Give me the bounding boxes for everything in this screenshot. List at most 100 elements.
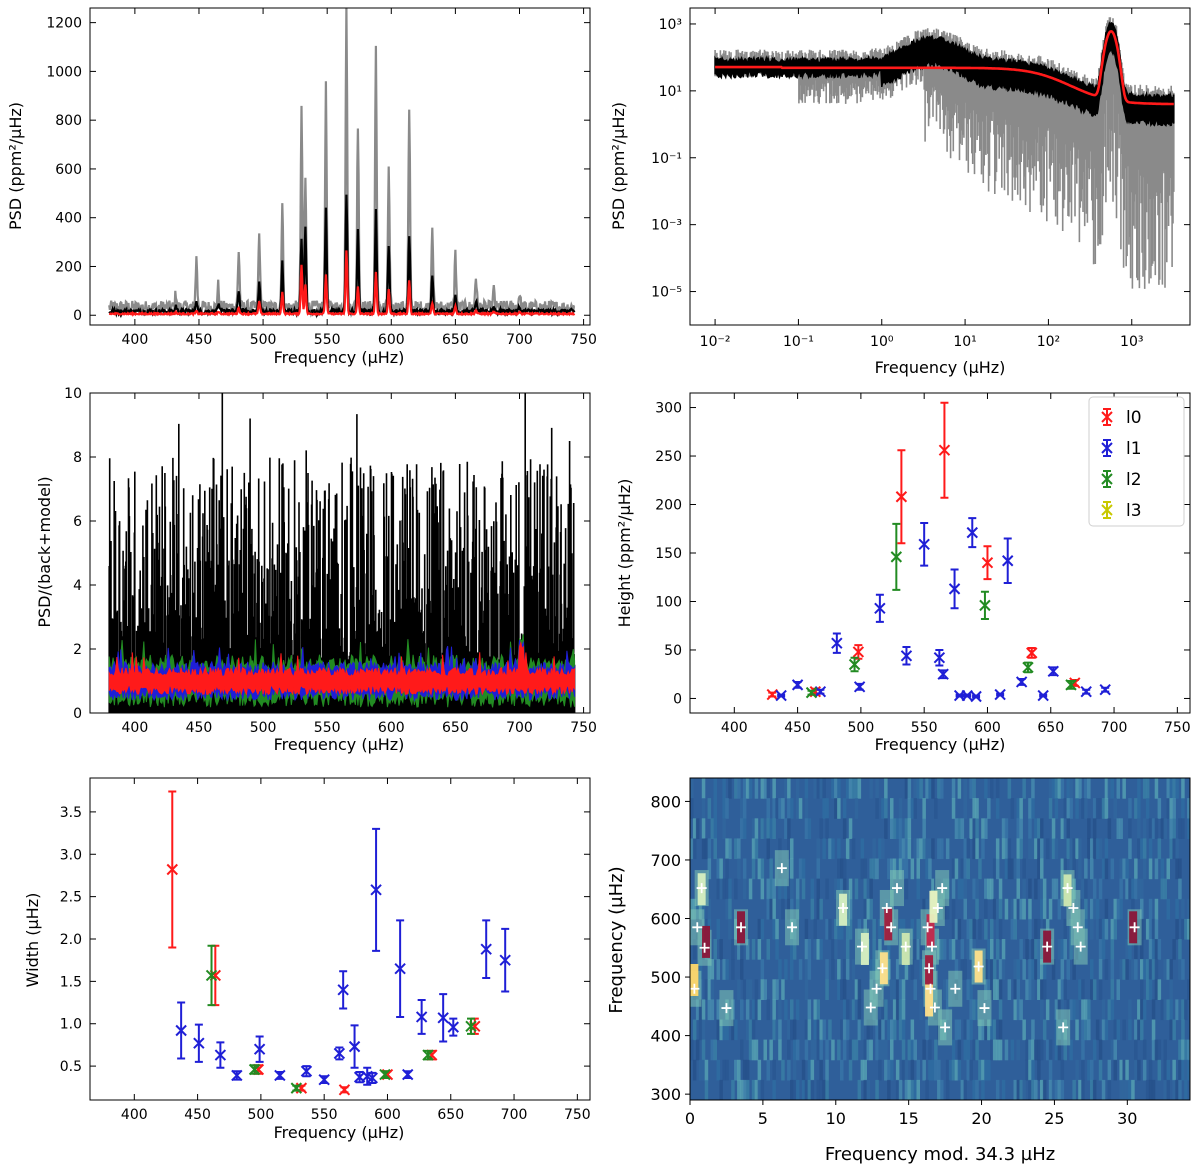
p6-cell — [1122, 858, 1126, 880]
p6-cell — [766, 878, 770, 900]
p6-cell — [1154, 1039, 1159, 1061]
p6-cell — [1092, 878, 1097, 900]
p6-cell — [1116, 1019, 1120, 1041]
p4-legend-frame — [1088, 396, 1185, 527]
p6-cell — [819, 778, 823, 799]
p6-cell — [798, 798, 803, 819]
p6-cell — [1001, 939, 1006, 960]
p6-cell — [692, 838, 697, 860]
p6-cell — [1057, 1039, 1062, 1061]
p6-cell — [1187, 1039, 1190, 1061]
p5-ytick-label: 3.5 — [60, 805, 82, 821]
p6-cell — [1028, 979, 1032, 1000]
p6-cell — [1178, 1039, 1182, 1061]
p6-cell — [1098, 1059, 1103, 1081]
p6-cell — [869, 1039, 873, 1061]
p6-cell — [1037, 818, 1041, 839]
p6-cell — [1075, 838, 1079, 860]
p6-cell — [1175, 918, 1179, 940]
p6-cell — [822, 1079, 826, 1100]
p6-cell — [1172, 939, 1176, 960]
p6-plot-area — [690, 778, 1190, 1100]
p6-cell — [1048, 1079, 1053, 1100]
p2-ylabel: PSD (ppm²/µHz) — [609, 102, 628, 230]
p6-cell — [1104, 918, 1109, 940]
p6-cell — [734, 778, 738, 799]
p6-cell — [837, 798, 841, 819]
p6-hotspot-7 — [884, 908, 893, 941]
p4-l1-point-10 — [948, 583, 961, 595]
p6-cell — [887, 939, 891, 960]
p6-cell — [1181, 999, 1185, 1021]
p6-cell — [819, 1059, 823, 1081]
p6-cell — [931, 1059, 935, 1081]
p6-cell — [701, 778, 706, 799]
p6-cell — [1037, 1059, 1041, 1081]
p6-cell — [1095, 898, 1100, 920]
p6-cell — [1142, 858, 1147, 880]
p6-cell — [1122, 1019, 1126, 1041]
p6-cell — [1028, 898, 1032, 920]
p6-cell — [748, 1039, 753, 1061]
p6-cell — [913, 1039, 917, 1061]
p6-cell — [984, 1059, 988, 1081]
p6-cell — [1072, 838, 1076, 860]
p6-cell — [719, 939, 723, 960]
p1-xtick-label: 400 — [122, 332, 149, 348]
p6-cell — [822, 1019, 826, 1041]
p6-cell — [1148, 939, 1153, 960]
p6-cell — [790, 939, 794, 960]
p6-cell — [890, 798, 894, 819]
p5-xtick-label: 750 — [564, 1107, 591, 1123]
p6-cell — [1016, 878, 1020, 900]
p6-mode-marker-13 — [881, 902, 892, 913]
p6-cell — [951, 939, 956, 960]
p6-cell — [981, 1079, 985, 1100]
p6-cell — [1163, 959, 1167, 980]
p6-cell — [760, 959, 765, 980]
p6-cell — [690, 898, 694, 920]
p6-cell — [1081, 798, 1085, 819]
p6-cell — [951, 878, 956, 900]
p6-cell — [1134, 878, 1138, 900]
p6-cell — [1037, 979, 1041, 1000]
p6-cell — [845, 918, 850, 940]
p6-cell — [940, 939, 944, 960]
p5-l1-point-4 — [253, 1043, 266, 1055]
p6-cell — [875, 1019, 879, 1041]
p6-cell — [840, 918, 844, 940]
p6-cell — [872, 939, 876, 960]
p6-mode-marker-33 — [1075, 941, 1086, 952]
p6-cell — [713, 1039, 717, 1061]
p6-cell — [1116, 898, 1120, 920]
p4-xtick-label: 650 — [1037, 720, 1064, 736]
p6-cell — [990, 939, 994, 960]
p6-cell — [1051, 1079, 1056, 1100]
p5-ytick-label: 3.0 — [60, 847, 82, 863]
p6-cell — [1101, 999, 1106, 1021]
p6-cell — [784, 959, 788, 980]
p6-cell — [887, 1059, 891, 1081]
p6-cell — [1181, 818, 1185, 839]
p6-mode-marker-24 — [940, 1022, 951, 1033]
p6-cell — [937, 1079, 941, 1100]
p6-cell — [1040, 959, 1044, 980]
p6-mode-marker-9 — [857, 941, 868, 952]
p6-cell — [1122, 959, 1126, 980]
p6-cell — [840, 1019, 844, 1041]
p6-cell — [1104, 959, 1109, 980]
p6-cell — [1142, 818, 1147, 839]
p6-cell — [1034, 959, 1038, 980]
p6-cell — [984, 818, 988, 839]
p6-cell — [990, 778, 994, 799]
p6-cell — [1172, 778, 1176, 799]
p6-cell — [837, 838, 841, 860]
p6-cell — [751, 1019, 756, 1041]
p6-cell — [995, 1019, 1000, 1041]
p6-cell — [1140, 999, 1144, 1021]
p6-cell — [937, 838, 941, 860]
p6-cell — [942, 979, 947, 1000]
p6-cell — [995, 798, 1000, 819]
p6-cell — [866, 898, 870, 920]
